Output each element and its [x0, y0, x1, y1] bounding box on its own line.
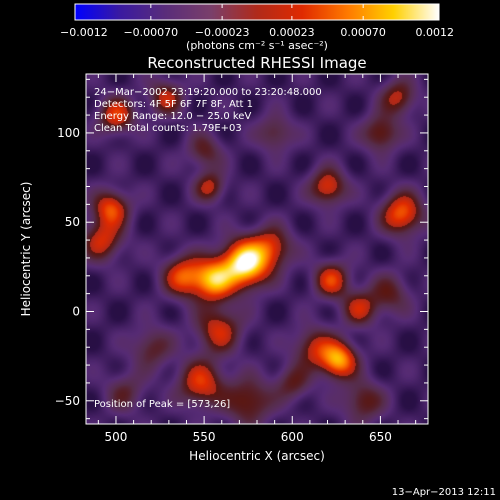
x-tick-label: 650	[369, 430, 392, 444]
colorbar-tick-label: 0.00070	[340, 26, 386, 39]
heatmap-container	[86, 74, 428, 424]
heatmap-image	[86, 74, 428, 424]
colorbar-tick-label: −0.0012	[60, 26, 108, 39]
y-axis-label: Heliocentric Y (arcsec)	[19, 182, 33, 317]
colorbar-label: (photons cm⁻² s⁻¹ asec⁻²)	[186, 39, 328, 52]
y-tick-label: 100	[57, 126, 80, 140]
annotation-time-range: 24−Mar−2002 23:19:20.000 to 23:20:48.000	[94, 87, 322, 98]
timestamp: 13−Apr−2013 12:11	[392, 487, 496, 498]
colorbar	[75, 4, 439, 20]
y-tick-label: −50	[55, 394, 80, 408]
colorbar-ticks: −0.0012 −0.00070 −0.00023 0.00023 0.00070 0.0…	[60, 4, 454, 39]
y-tick-label: 50	[65, 215, 80, 229]
annotation-clean-counts: Clean Total counts: 1.79E+03	[94, 123, 242, 134]
annotation-detectors: Detectors: 4F 5F 6F 7F 8F, Att 1	[94, 99, 253, 110]
colorbar-tick-label: 0.00023	[269, 26, 315, 39]
x-tick-label: 600	[281, 430, 304, 444]
x-tick-label: 550	[193, 430, 216, 444]
y-tick-label: 0	[72, 305, 80, 319]
chart-title: Reconstructed RHESSI Image	[147, 54, 366, 72]
x-axis-label: Heliocentric X (arcsec)	[189, 449, 325, 463]
colorbar-tick-label: −0.00070	[123, 26, 178, 39]
peak-position-label: Position of Peak = [573,26]	[94, 399, 230, 410]
x-axis-ticks: 500 550 600 650	[97, 74, 417, 444]
colorbar-tick-label: 0.0012	[416, 26, 455, 39]
colorbar-frame	[74, 3, 440, 21]
x-tick-label: 500	[105, 430, 128, 444]
annotations: 24−Mar−2002 23:19:20.000 to 23:20:48.000…	[94, 87, 322, 410]
y-axis-ticks: −50 0 50 100	[55, 78, 428, 420]
annotation-energy: Energy Range: 12.0 − 25.0 keV	[94, 111, 251, 122]
colorbar-tick-label: −0.00023	[195, 26, 250, 39]
